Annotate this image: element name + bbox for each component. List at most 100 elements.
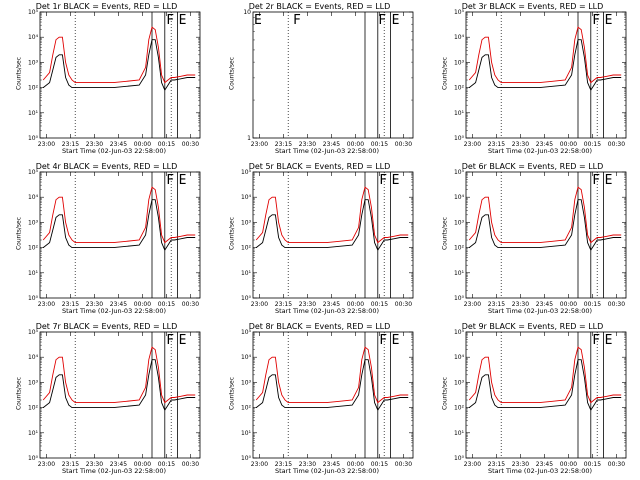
x-tick-label: 23:00 xyxy=(38,301,55,308)
panel-title: Det 1r BLACK = Events, RED = LLD xyxy=(35,2,178,11)
x-tick-label: 23:45 xyxy=(323,301,340,308)
panel-title: Det 3r BLACK = Events, RED = LLD xyxy=(461,2,604,11)
y-tick-label: 10² xyxy=(454,405,465,412)
chart-panel: 10⁰ 10¹ 10² 10³ 10⁴ 10⁵ 23:00 23:15 23:30 23:45 00… xyxy=(213,160,426,320)
chart-panel: 10⁰ 10¹ 10² 10³ 10⁴ 10⁵ 23:00 23:15 23:30 23:45 00… xyxy=(0,320,213,480)
x-tick-label: 23:30 xyxy=(86,461,103,468)
plot-frame xyxy=(465,331,627,459)
y-axis-label: Counts/sec xyxy=(441,376,449,411)
x-tick-label: 00:15 xyxy=(371,301,388,308)
x-tick-label: 23:15 xyxy=(275,461,292,468)
y-tick-label: 10⁵ xyxy=(241,329,252,336)
y-axis-label: Counts/sec xyxy=(15,376,23,411)
flag-letter: F xyxy=(166,13,174,28)
x-tick-label: 23:15 xyxy=(62,461,79,468)
x-tick-label: 00:15 xyxy=(158,301,175,308)
y-axis-label: Counts/sec xyxy=(441,56,449,91)
x-tick-label: 23:45 xyxy=(536,461,553,468)
x-tick-label: 23:45 xyxy=(536,301,553,308)
x-tick-label: 00:30 xyxy=(182,141,199,148)
chart-svg: 10⁰ 10¹ 10² 10³ 10⁴ 10⁵ 23:00 23:15 23:30 23:45 00… xyxy=(28,169,201,308)
y-tick-label: 10³ xyxy=(28,59,39,66)
y-tick-label: 10² xyxy=(28,245,39,252)
x-tick-label: 00:00 xyxy=(347,301,364,308)
flag-letter: F xyxy=(592,173,600,188)
x-tick-label: 00:30 xyxy=(182,301,199,308)
panel-title: Det 7r BLACK = Events, RED = LLD xyxy=(35,322,178,331)
x-tick-label: 00:00 xyxy=(347,141,364,148)
x-tick-label: 00:15 xyxy=(158,461,175,468)
series-lld-line xyxy=(42,346,196,404)
flag-letter: F xyxy=(378,13,386,28)
x-tick-label: 00:30 xyxy=(608,301,625,308)
y-tick-label: 10³ xyxy=(241,379,252,386)
chart-panel: 10⁰ 10¹ 10² 10³ 10⁴ 10⁵ 23:00 23:15 23:30 23:45 00… xyxy=(426,160,639,320)
series-events-line xyxy=(468,359,622,412)
x-tick-label: 00:30 xyxy=(608,141,625,148)
y-tick-label: 10⁴ xyxy=(28,354,39,361)
x-axis-label: Start Time (02-Jun-03 22:58:00) xyxy=(62,467,166,475)
flag-letter: E xyxy=(179,333,187,348)
chart-panel: 10⁰ 10¹ 10² 10³ 10⁴ 10⁵ 23:00 23:15 23:30 23:45 00… xyxy=(0,160,213,320)
y-tick-label: 10² xyxy=(454,245,465,252)
y-tick-label: 10⁴ xyxy=(28,194,39,201)
x-tick-label: 23:45 xyxy=(323,461,340,468)
chart-panel: 1 10 23:00 23:15 23:30 23:45 00:00 00:15 00:30 E F… xyxy=(213,0,426,160)
x-tick-label: 00:30 xyxy=(182,461,199,468)
y-tick-label: 10⁴ xyxy=(454,194,465,201)
panel-title: Det 8r BLACK = Events, RED = LLD xyxy=(248,322,391,331)
x-tick-label: 00:15 xyxy=(584,461,601,468)
y-tick-label: 10¹ xyxy=(28,430,39,437)
y-tick-label: 10² xyxy=(454,85,465,92)
x-tick-label: 00:15 xyxy=(584,141,601,148)
y-tick-label: 10⁵ xyxy=(454,169,465,176)
y-tick-label: 10⁰ xyxy=(241,455,252,462)
chart-svg: 10⁰ 10¹ 10² 10³ 10⁴ 10⁵ 23:00 23:15 23:30 23:45 00… xyxy=(241,169,414,308)
x-tick-label: 00:00 xyxy=(560,141,577,148)
x-axis-label: Start Time (02-Jun-03 22:58:00) xyxy=(275,467,379,475)
series-lld-line xyxy=(42,186,196,244)
y-tick-label: 10⁴ xyxy=(241,354,252,361)
flag-letter: E xyxy=(392,173,400,188)
x-tick-label: 23:00 xyxy=(251,461,268,468)
y-tick-label: 10⁵ xyxy=(28,9,39,16)
x-tick-label: 00:30 xyxy=(395,301,412,308)
x-tick-label: 23:45 xyxy=(110,461,127,468)
chart-panel: 10⁰ 10¹ 10² 10³ 10⁴ 10⁵ 23:00 23:15 23:30 23:45 00… xyxy=(426,0,639,160)
y-tick-label: 10⁰ xyxy=(28,455,39,462)
chart-svg: 10⁰ 10¹ 10² 10³ 10⁴ 10⁵ 23:00 23:15 23:30 23:45 00… xyxy=(28,329,201,468)
x-tick-label: 00:00 xyxy=(347,461,364,468)
x-tick-label: 23:15 xyxy=(488,301,505,308)
panel-title: Det 6r BLACK = Events, RED = LLD xyxy=(461,162,604,171)
chart-svg: 10⁰ 10¹ 10² 10³ 10⁴ 10⁵ 23:00 23:15 23:30 23:45 00… xyxy=(454,169,627,308)
flag-letter: E xyxy=(605,173,613,188)
y-tick-label: 10⁵ xyxy=(28,169,39,176)
chart-panel: 10⁰ 10¹ 10² 10³ 10⁴ 10⁵ 23:00 23:15 23:30 23:45 00… xyxy=(426,320,639,480)
x-tick-label: 23:15 xyxy=(488,461,505,468)
y-tick-label: 10³ xyxy=(28,219,39,226)
y-tick-label: 10¹ xyxy=(28,110,39,117)
y-axis-label: Counts/sec xyxy=(228,376,236,411)
y-tick-label: 10³ xyxy=(454,219,465,226)
series-lld-line xyxy=(255,346,409,404)
y-tick-label: 10³ xyxy=(28,379,39,386)
x-axis-label: Start Time (02-Jun-03 22:58:00) xyxy=(488,467,592,475)
panel-title: Det 4r BLACK = Events, RED = LLD xyxy=(35,162,178,171)
x-tick-label: 23:30 xyxy=(299,141,316,148)
plot-frame xyxy=(252,11,414,139)
series-lld-line xyxy=(42,26,196,84)
x-tick-label: 23:45 xyxy=(323,141,340,148)
y-tick-label: 10¹ xyxy=(454,110,465,117)
x-tick-label: 23:45 xyxy=(110,301,127,308)
series-lld-line xyxy=(255,186,409,244)
x-tick-label: 23:30 xyxy=(512,461,529,468)
y-tick-label: 10⁵ xyxy=(454,329,465,336)
y-axis-label: Counts/sec xyxy=(441,216,449,251)
x-tick-label: 00:30 xyxy=(395,461,412,468)
y-tick-label: 10⁰ xyxy=(454,135,465,142)
y-axis-label: Counts/sec xyxy=(228,216,236,251)
chart-svg: 10⁰ 10¹ 10² 10³ 10⁴ 10⁵ 23:00 23:15 23:30 23:45 00… xyxy=(28,9,201,148)
y-tick-label: 1 xyxy=(247,135,251,142)
series-lld-line xyxy=(468,346,622,404)
panel-title: Det 2r BLACK = Events, RED = LLD xyxy=(248,2,391,11)
